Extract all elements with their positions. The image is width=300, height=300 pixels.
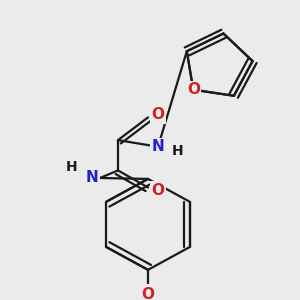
Text: O: O xyxy=(142,287,154,300)
Text: H: H xyxy=(66,160,78,174)
Text: N: N xyxy=(85,170,98,185)
Text: H: H xyxy=(172,145,184,158)
Text: O: O xyxy=(152,107,164,122)
Text: N: N xyxy=(152,139,164,154)
Text: O: O xyxy=(187,82,200,97)
Text: O: O xyxy=(152,183,164,198)
